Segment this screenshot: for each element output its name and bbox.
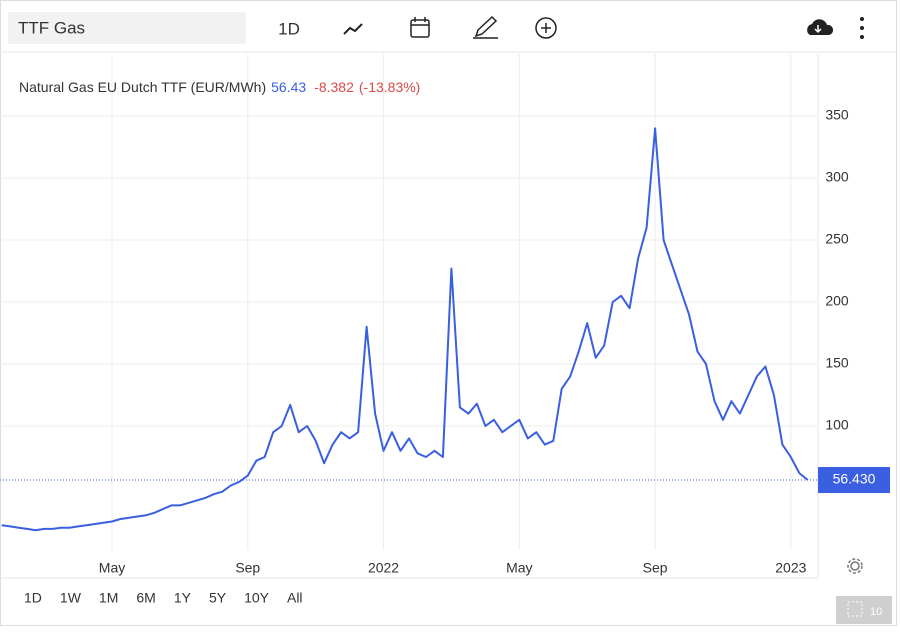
range-button[interactable]: 5Y (209, 590, 227, 606)
change-percent: (-13.83%) (359, 79, 420, 95)
badge-text: 10 (870, 606, 882, 618)
y-tick-label: 150 (825, 355, 849, 371)
x-tick-label: Sep (643, 560, 668, 576)
interval[interactable]: 1D (278, 19, 300, 38)
y-tick-label: 100 (825, 417, 849, 433)
add-icon[interactable] (535, 17, 557, 39)
y-tick-label: 350 (825, 107, 849, 123)
y-tick-label: 300 (825, 169, 849, 185)
range-button[interactable]: 10Y (244, 590, 270, 606)
x-tick-label: May (506, 560, 532, 576)
symbol: TTF Gas (18, 18, 85, 37)
settings-icon[interactable] (847, 558, 863, 574)
title-text: Natural Gas EU Dutch TTF (EUR/MWh) (19, 79, 266, 95)
calendar-icon[interactable] (410, 17, 430, 38)
range-button[interactable]: 6M (136, 590, 155, 606)
download-icon[interactable] (807, 19, 834, 35)
range-button[interactable]: 1W (60, 590, 82, 606)
badge[interactable] (836, 596, 892, 624)
last-price-label: 56.430 (833, 471, 876, 487)
x-tick-label: 2022 (368, 560, 399, 576)
last-price: 56.43 (271, 79, 306, 95)
range-button[interactable]: 1Y (174, 590, 192, 606)
range-button[interactable]: 1D (24, 590, 42, 606)
symbol-box[interactable] (8, 12, 246, 44)
x-tick-label: 2023 (775, 560, 806, 576)
x-tick-label: Sep (235, 560, 260, 576)
change: -8.382 (314, 79, 354, 95)
menu-icon[interactable] (860, 17, 864, 39)
badge-icon (847, 601, 863, 617)
draw-icon[interactable] (473, 15, 498, 39)
price-line (1, 127, 809, 532)
last-price-marker (818, 467, 890, 494)
range-button[interactable]: 1M (99, 590, 118, 606)
x-tick-label: May (99, 560, 125, 576)
y-tick-label: 200 (825, 293, 849, 309)
chart-type-icon[interactable] (343, 23, 363, 35)
y-tick-label: 250 (825, 231, 849, 247)
chart-title: Natural Gas EU Dutch TTF (EUR/MWh) 56.43-… (19, 79, 420, 95)
range-button[interactable]: All (287, 590, 303, 606)
